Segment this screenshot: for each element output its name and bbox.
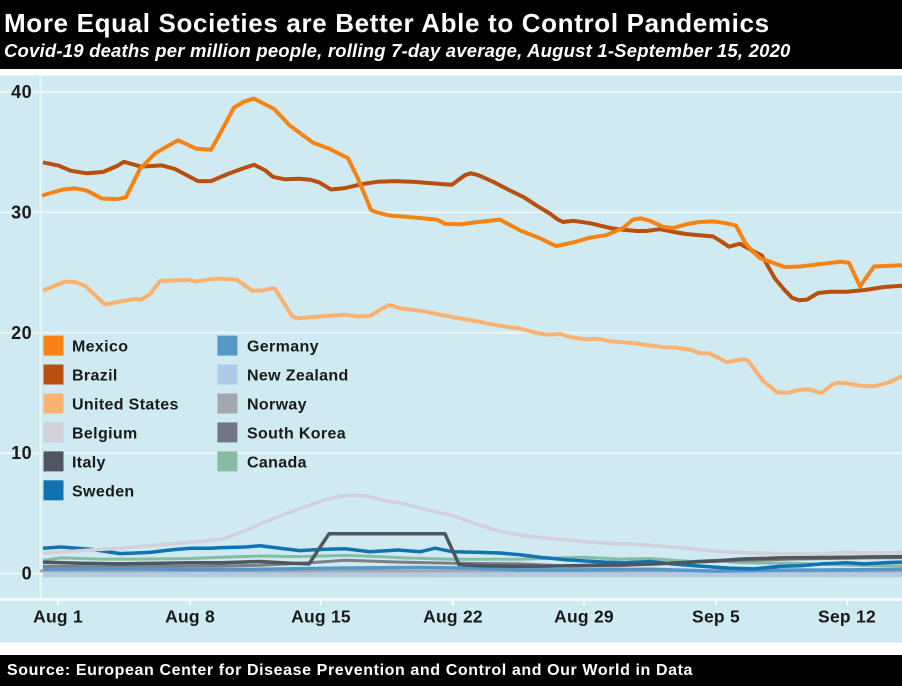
svg-text:Sep 5: Sep 5 xyxy=(692,607,740,627)
svg-text:30: 30 xyxy=(11,202,32,222)
svg-text:Belgium: Belgium xyxy=(72,425,138,442)
svg-text:United States: United States xyxy=(72,397,179,414)
svg-text:Germany: Germany xyxy=(247,339,319,356)
svg-text:Canada: Canada xyxy=(247,454,307,471)
svg-text:Aug 29: Aug 29 xyxy=(554,607,614,627)
svg-text:Aug 15: Aug 15 xyxy=(291,607,351,627)
svg-text:Mexico: Mexico xyxy=(72,339,128,356)
svg-text:Norway: Norway xyxy=(247,397,307,414)
svg-text:South Korea: South Korea xyxy=(247,425,346,442)
svg-text:Brazil: Brazil xyxy=(72,368,118,385)
svg-text:Sweden: Sweden xyxy=(72,483,135,500)
svg-text:Aug 8: Aug 8 xyxy=(165,607,215,627)
svg-text:Aug 1: Aug 1 xyxy=(33,607,83,627)
svg-text:Italy: Italy xyxy=(72,454,106,471)
svg-text:Aug 22: Aug 22 xyxy=(423,607,483,627)
svg-text:0: 0 xyxy=(22,564,32,584)
svg-text:20: 20 xyxy=(11,323,32,343)
svg-text:40: 40 xyxy=(11,82,32,102)
svg-text:10: 10 xyxy=(11,443,32,463)
svg-text:Sep 12: Sep 12 xyxy=(818,607,876,627)
svg-text:New Zealand: New Zealand xyxy=(247,368,349,385)
